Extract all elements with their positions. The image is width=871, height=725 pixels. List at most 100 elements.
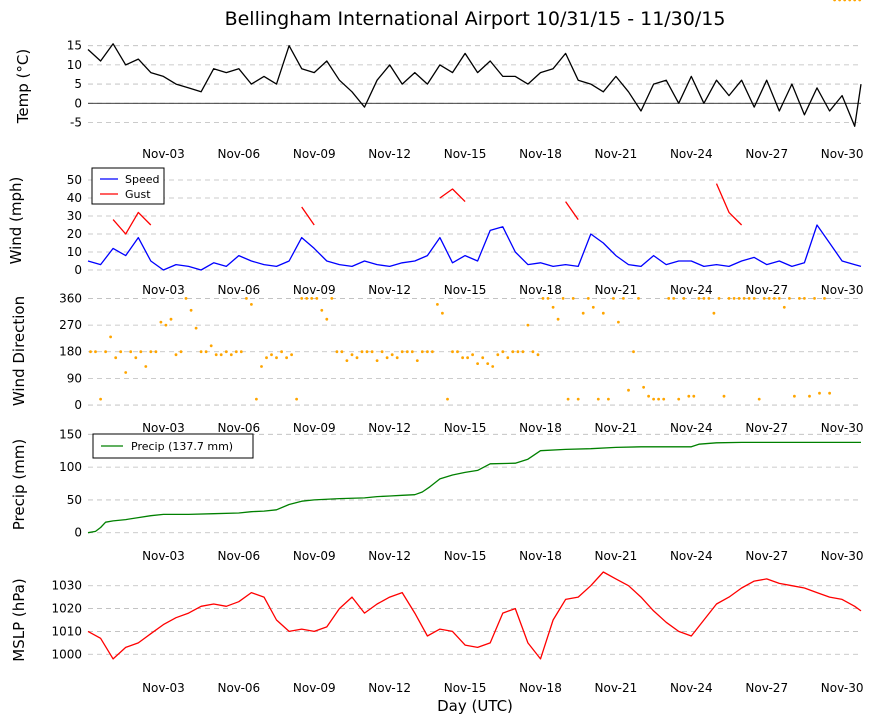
direction-point <box>436 303 439 306</box>
direction-point <box>204 350 208 354</box>
direction-point <box>325 317 329 321</box>
direction-point <box>149 350 153 354</box>
x-tick-label-wind: Nov-30 <box>821 283 864 297</box>
panel-wind-direction: 0 90 180 270 360 Nov-03 Nov-06 Nov-09 Nov-12 Nov-… <box>10 0 863 435</box>
y-axis-label-temperature: Temp (°C) <box>14 49 32 124</box>
direction-point <box>622 297 625 300</box>
x-tick-label-temperature: Nov-12 <box>368 147 411 161</box>
direction-point <box>375 359 379 362</box>
x-tick-label-wind-direction: Nov-24 <box>670 421 713 435</box>
x-tick-label-precip: Nov-12 <box>368 549 411 563</box>
direction-point <box>757 397 761 401</box>
direction-point <box>194 326 198 330</box>
panel-wind: 0 10 20 30 40 50 Nov-03 Nov-06 Nov-09 Nov-12 Nov-1… <box>7 167 864 297</box>
direction-point <box>833 0 836 2</box>
direction-point <box>134 356 138 360</box>
direction-point <box>285 356 288 360</box>
x-tick-label-precip: Nov-27 <box>745 549 788 563</box>
x-tick-label-mslp: Nov-21 <box>595 681 638 695</box>
direction-point <box>94 350 97 354</box>
direction-point <box>260 365 263 368</box>
y-axis-label-mslp: MSLP (hPa) <box>10 578 28 661</box>
direction-point <box>119 350 123 354</box>
x-tick-label-temperature: Nov-30 <box>821 147 864 161</box>
direction-point <box>823 297 826 300</box>
direction-point <box>516 350 520 354</box>
direction-point <box>224 350 228 354</box>
x-tick-label-temperature: Nov-18 <box>519 147 562 161</box>
y-tick-label-wind-direction: 0 <box>74 398 82 412</box>
direction-point <box>828 391 831 395</box>
x-tick-label-precip: Nov-09 <box>293 549 336 563</box>
x-tick-label-mslp: Nov-03 <box>142 681 185 695</box>
direction-point <box>818 391 821 395</box>
direction-point <box>245 297 248 300</box>
y-tick-label-temperature: 10 <box>67 58 82 72</box>
x-tick-label-wind-direction: Nov-06 <box>217 421 260 435</box>
x-tick-label-wind: Nov-27 <box>745 283 788 297</box>
direction-point <box>591 305 595 309</box>
direction-point <box>682 297 686 300</box>
direction-point <box>838 0 841 2</box>
x-tick-label-wind-direction: Nov-27 <box>745 421 788 435</box>
direction-point <box>511 350 515 354</box>
series-line-wind-1 <box>112 183 743 235</box>
direction-point <box>471 353 474 357</box>
x-tick-label-wind-direction: Nov-03 <box>142 421 185 435</box>
y-tick-label-wind: 20 <box>67 227 82 241</box>
y-tick-label-precip: 150 <box>59 427 82 441</box>
y-tick-label-mslp: 1030 <box>51 579 82 593</box>
x-tick-label-precip: Nov-06 <box>217 549 260 563</box>
direction-point <box>486 362 490 365</box>
series-line-precip-0 <box>87 441 861 534</box>
x-tick-label-wind: Nov-12 <box>368 283 411 297</box>
x-tick-label-mslp: Nov-18 <box>519 681 562 695</box>
direction-point <box>280 350 283 354</box>
y-tick-label-precip: 100 <box>59 460 82 474</box>
direction-point <box>747 297 751 300</box>
direction-point <box>330 297 334 300</box>
direction-point <box>270 353 273 357</box>
x-tick-label-temperature: Nov-15 <box>444 147 487 161</box>
direction-point <box>199 350 203 354</box>
x-tick-label-wind: Nov-21 <box>595 283 638 297</box>
x-tick-label-precip: Nov-03 <box>142 549 185 563</box>
direction-point <box>697 297 701 300</box>
direction-point <box>642 385 645 389</box>
direction-point <box>581 311 585 315</box>
direction-point <box>466 356 469 360</box>
direction-point <box>305 297 309 300</box>
direction-point <box>415 359 419 362</box>
y-tick-label-wind: 50 <box>67 173 82 187</box>
x-tick-label-wind-direction: Nov-30 <box>821 421 864 435</box>
direction-point <box>712 311 716 315</box>
direction-point <box>777 297 781 300</box>
direction-point <box>184 297 188 300</box>
x-tick-label-wind: Nov-15 <box>444 283 487 297</box>
y-tick-label-precip: 0 <box>74 526 82 540</box>
x-tick-label-mslp: Nov-30 <box>821 681 864 695</box>
wind-legend-box <box>91 167 165 205</box>
direction-point <box>315 297 319 300</box>
direction-point <box>124 371 128 374</box>
y-tick-label-wind: 0 <box>74 263 82 277</box>
direction-point <box>853 0 857 2</box>
direction-point <box>139 350 143 354</box>
direction-point <box>762 297 766 300</box>
y-axis-label-precip: Precip (mm) <box>10 439 28 530</box>
direction-point <box>551 305 555 309</box>
x-tick-label-wind: Nov-06 <box>217 283 260 297</box>
direction-point <box>782 305 786 309</box>
x-tick-label-temperature: Nov-06 <box>217 147 260 161</box>
x-tick-label-wind: Nov-09 <box>293 283 336 297</box>
x-tick-label-wind: Nov-03 <box>142 283 185 297</box>
direction-point <box>793 394 796 398</box>
direction-point <box>355 356 359 360</box>
x-tick-label-mslp: Nov-09 <box>293 681 336 695</box>
direction-point <box>576 397 580 401</box>
series-line-wind-0 <box>87 224 862 271</box>
direction-point <box>380 350 384 354</box>
direction-point <box>556 317 560 321</box>
direction-point <box>99 397 102 401</box>
